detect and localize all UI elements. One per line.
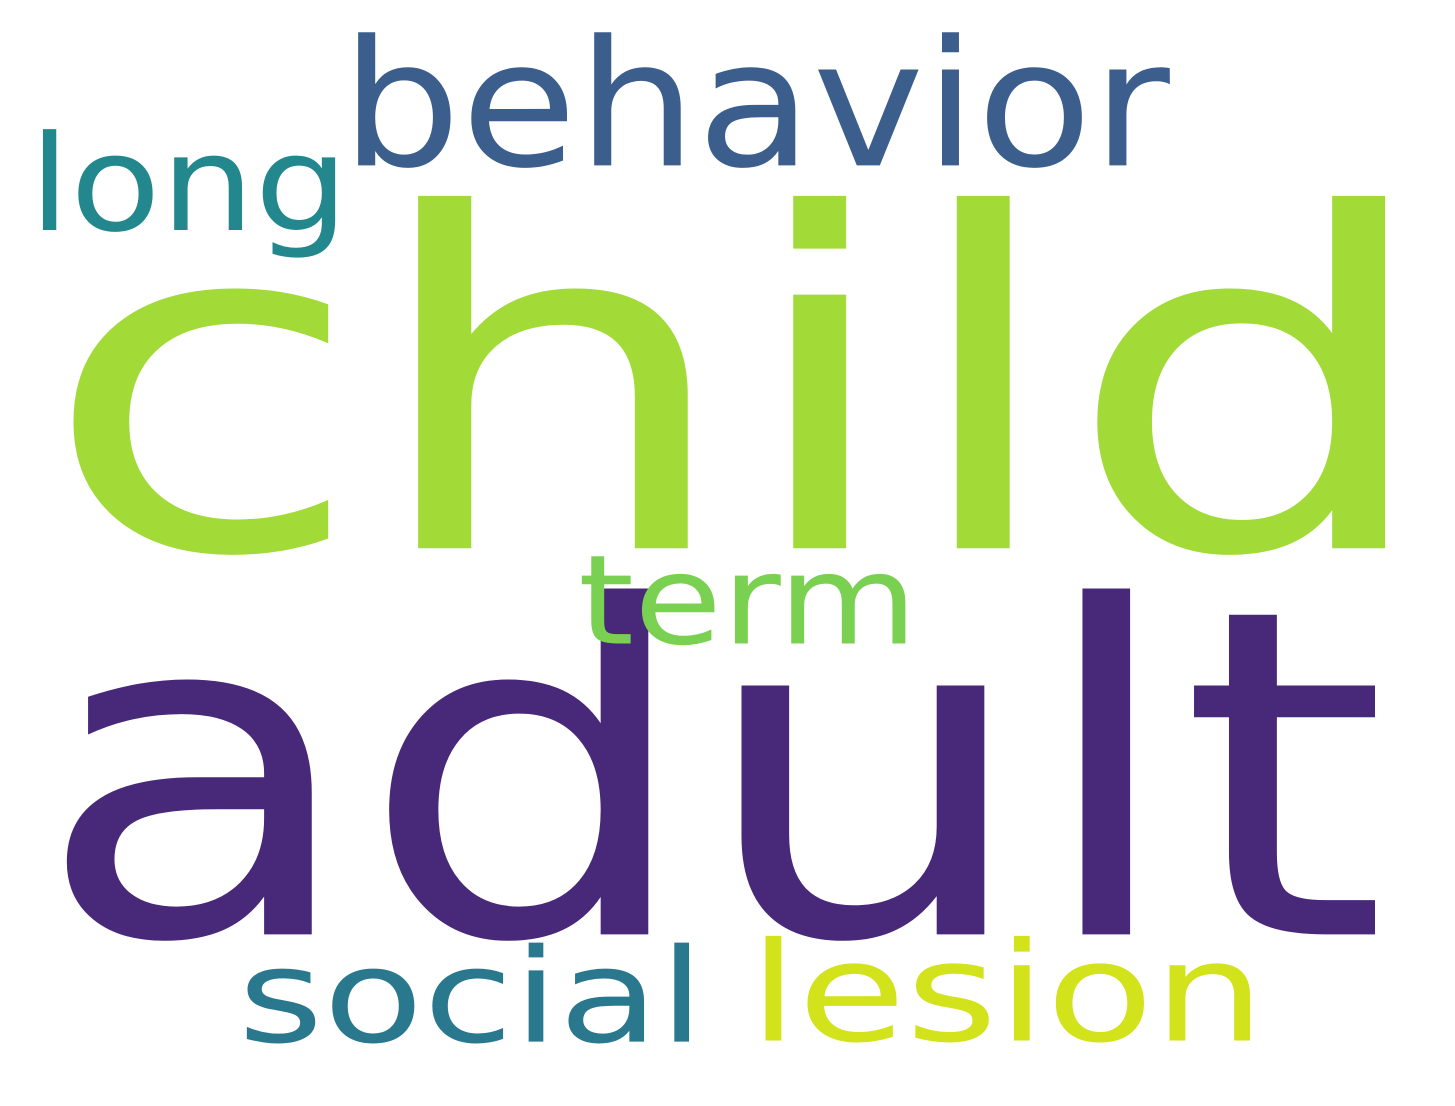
word-term: term xyxy=(578,530,918,674)
word-social: social xyxy=(237,922,705,1074)
word-long: long xyxy=(29,107,349,262)
word-lesion: lesion xyxy=(748,912,1265,1074)
word-behavior: behavior xyxy=(341,3,1171,208)
word-child: child xyxy=(41,118,1439,658)
word-adult: adult xyxy=(35,512,1388,1043)
